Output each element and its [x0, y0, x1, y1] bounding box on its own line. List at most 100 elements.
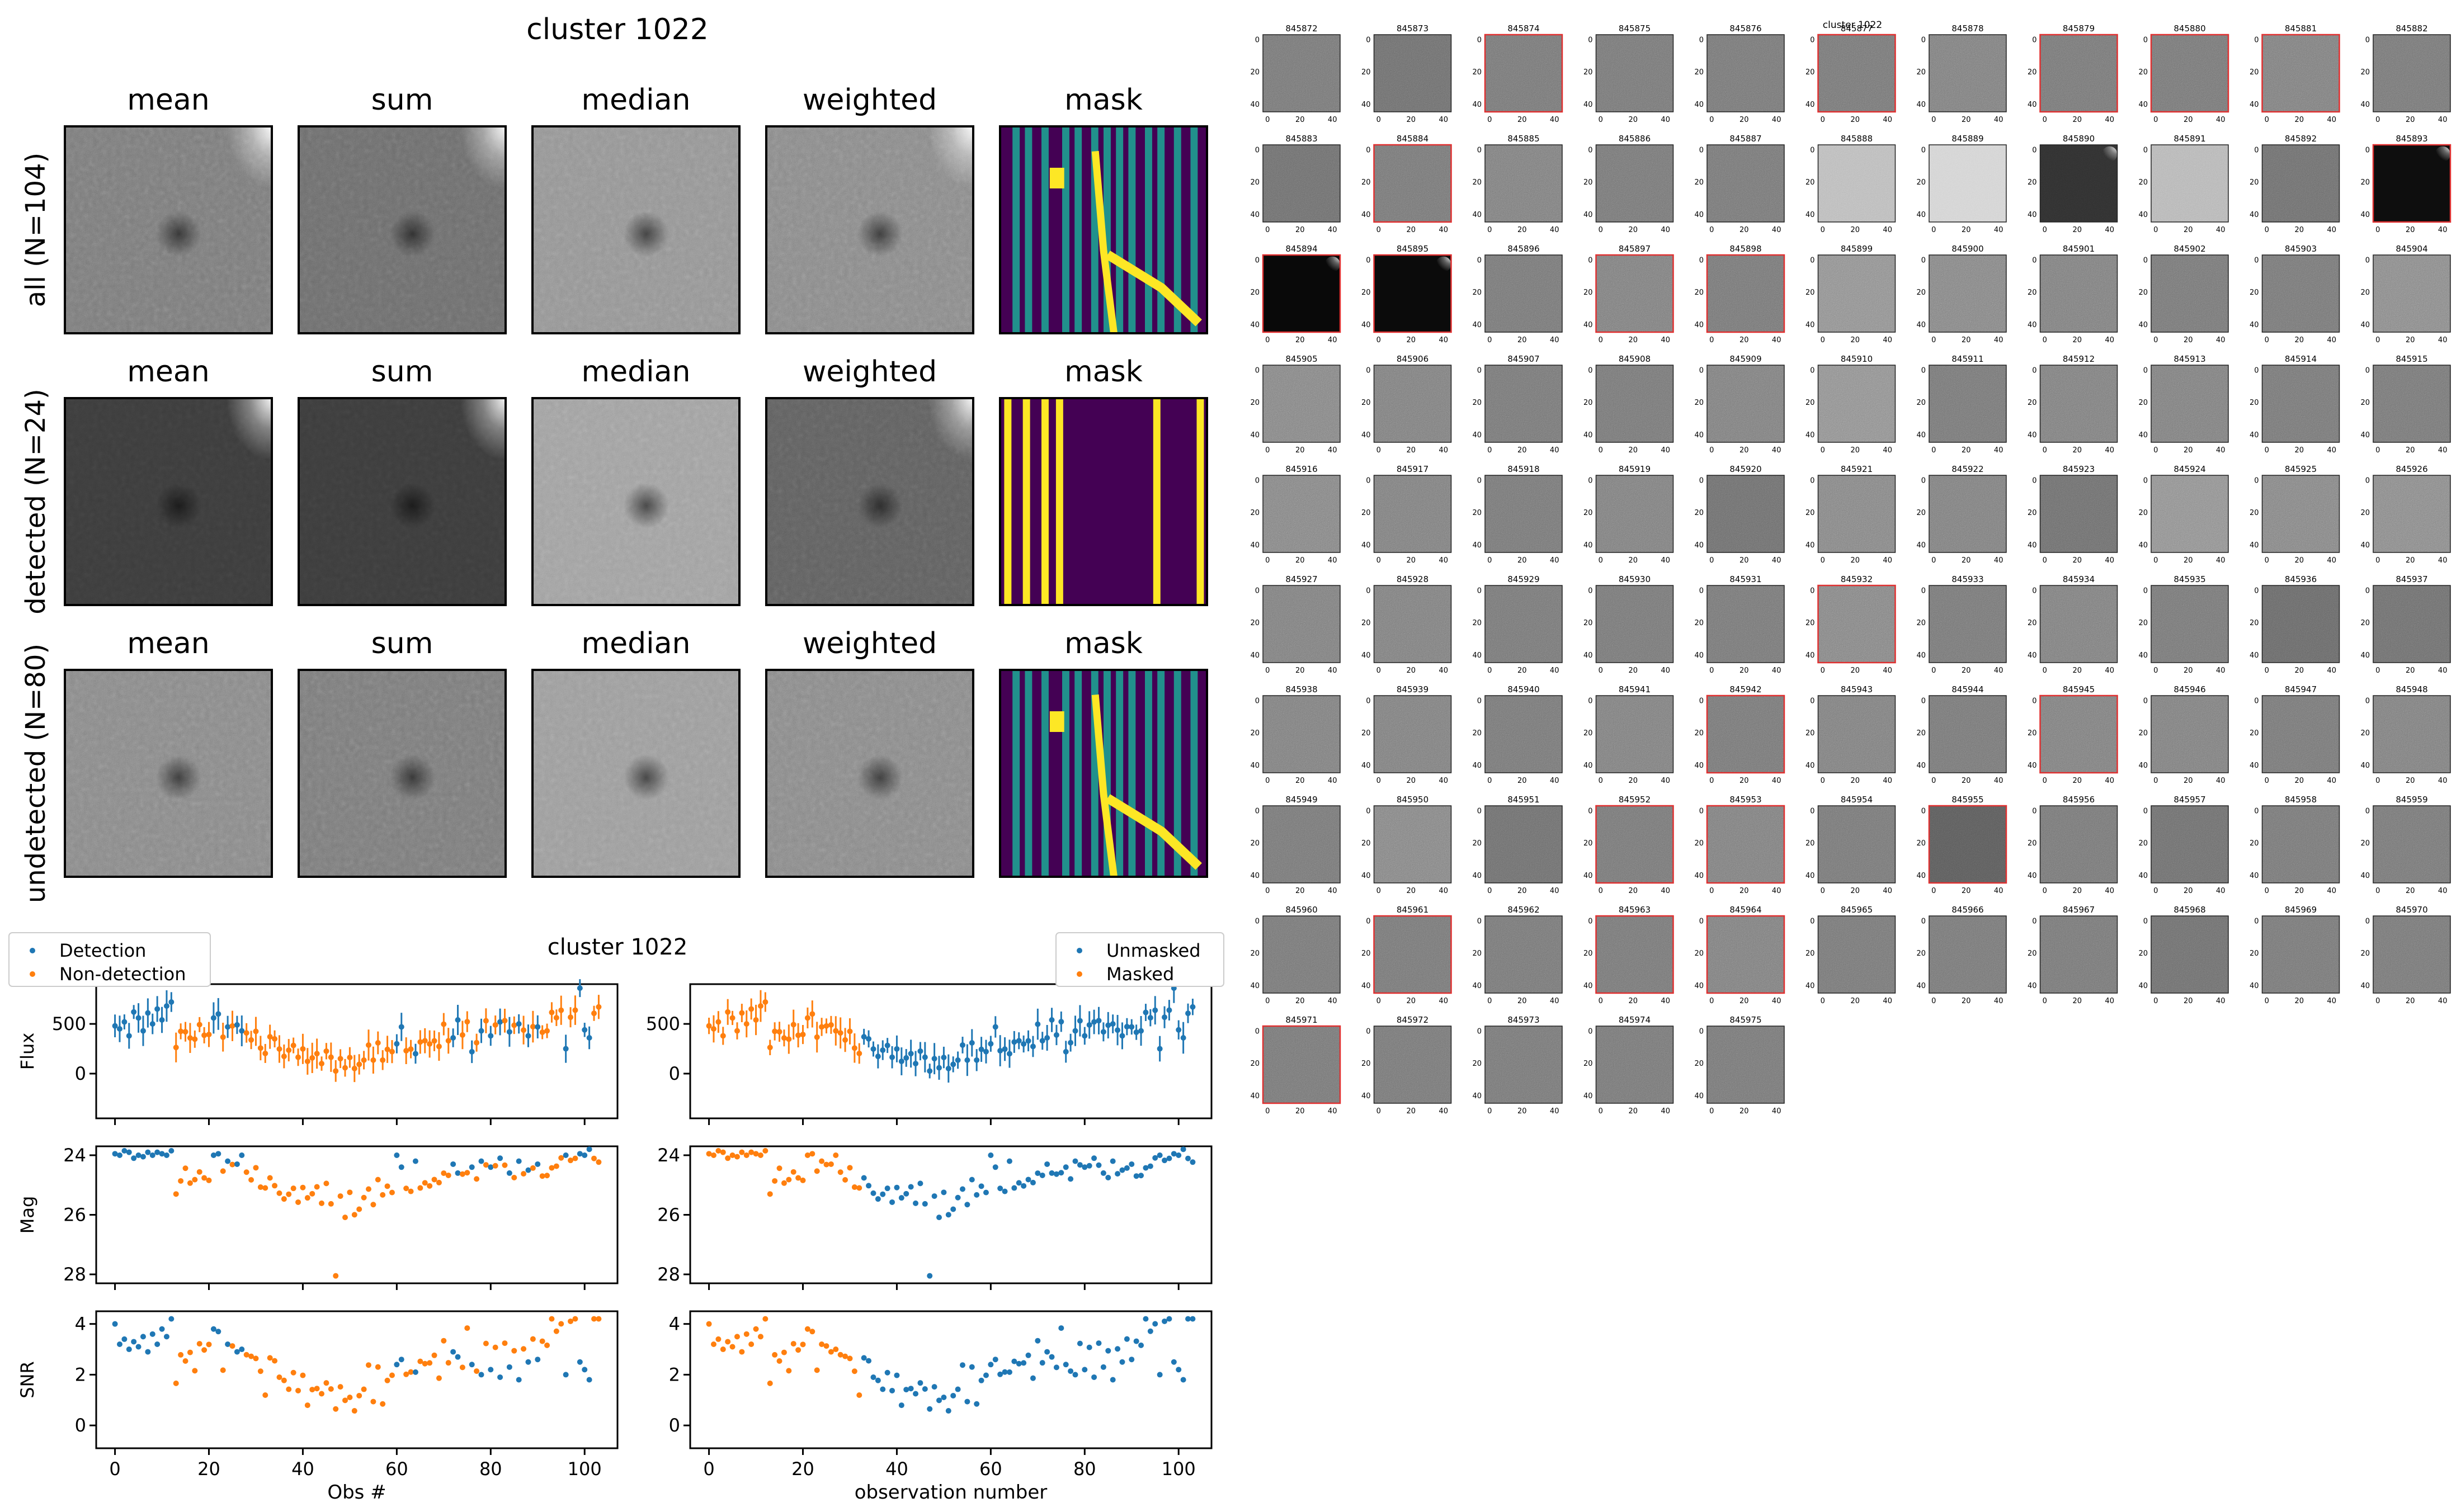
- data-point: [1166, 1007, 1172, 1013]
- panel-title: weighted: [803, 83, 937, 117]
- cutout-y-tick: 20: [1805, 949, 1815, 958]
- data-point: [1016, 1360, 1022, 1367]
- data-point: [178, 1028, 184, 1034]
- data-point: [800, 1032, 806, 1038]
- cutout-id: 845961: [1397, 905, 1428, 915]
- data-point: [884, 1042, 890, 1048]
- cutout-y-tick: 40: [1361, 651, 1371, 660]
- data-point: [422, 1180, 428, 1186]
- data-point: [959, 1042, 965, 1048]
- cutout-x-tick: 40: [2216, 336, 2226, 344]
- cutout-y-tick: 40: [2360, 651, 2370, 660]
- data-point: [380, 1401, 386, 1407]
- cutout-x-tick: 0: [1599, 116, 1603, 124]
- data-point: [131, 1155, 137, 1161]
- cutout-y-tick: 0: [1810, 587, 1814, 595]
- cutout-y-tick: 20: [2138, 509, 2148, 517]
- stack-panel: [531, 397, 741, 606]
- cutout-y-tick: 0: [2365, 366, 2370, 375]
- data-point: [988, 1152, 994, 1158]
- data-point: [347, 1055, 353, 1061]
- data-point: [173, 1045, 179, 1051]
- data-point: [568, 1318, 574, 1324]
- data-point: [1025, 1352, 1031, 1358]
- cutout-y-tick: 40: [2360, 101, 2370, 109]
- cutout-x-tick: 20: [1962, 887, 1971, 895]
- panel-title: mean: [127, 83, 209, 117]
- cutout-id: 845924: [2174, 464, 2205, 474]
- data-point: [819, 1341, 825, 1347]
- cutout-y-tick: 20: [2138, 399, 2148, 407]
- data-point: [847, 1028, 853, 1034]
- data-point: [192, 1368, 198, 1374]
- cutout-x-tick: 20: [1295, 336, 1305, 344]
- data-point: [757, 1334, 763, 1340]
- data-point: [851, 1368, 857, 1374]
- cutout-y-tick: 40: [1694, 1092, 1704, 1100]
- cutout-id: 845875: [1619, 23, 1651, 34]
- cutout-y-tick: 20: [1472, 289, 1482, 297]
- cutout-y-tick: 0: [2254, 256, 2259, 264]
- data-point: [210, 1152, 216, 1158]
- cutout-x-tick: 40: [1550, 446, 1559, 455]
- cutout-x-tick: 40: [1772, 997, 1781, 1005]
- data-point: [1096, 1162, 1102, 1168]
- data-point: [398, 1164, 404, 1170]
- data-point: [521, 1027, 527, 1033]
- cutout-y-tick: 40: [2028, 982, 2037, 990]
- data-point: [856, 1392, 862, 1398]
- data-point: [206, 1177, 212, 1183]
- cutout-x-tick: 40: [1439, 997, 1448, 1005]
- cutout-y-tick: 20: [1694, 839, 1704, 848]
- cutout-y-tick: 40: [2028, 321, 2037, 329]
- cutout-x-tick: 20: [2072, 336, 2082, 344]
- cutout-y-tick: 20: [1694, 1060, 1704, 1068]
- data-point: [375, 1176, 381, 1183]
- data-point: [210, 1326, 216, 1332]
- cutout-x-tick: 40: [1550, 556, 1559, 565]
- cutout-y-tick: 40: [1250, 541, 1260, 550]
- data-point: [1143, 1316, 1149, 1322]
- cutout-y-tick: 20: [1805, 839, 1815, 848]
- cutout-y-tick: 0: [1699, 917, 1704, 925]
- cutout-y-tick: 40: [1805, 872, 1815, 880]
- cutout-x-tick: 0: [1931, 116, 1936, 124]
- cutout-x-tick: 0: [2265, 777, 2269, 785]
- cutout-y-tick: 0: [1588, 256, 1592, 264]
- cutout-x-tick: 0: [1709, 667, 1714, 675]
- cutout-y-tick: 40: [2028, 101, 2037, 109]
- cutout-x-tick: 0: [1931, 226, 1936, 234]
- cutout-y-tick: 0: [1810, 256, 1814, 264]
- data-point: [725, 1009, 731, 1015]
- cutout-id: 845945: [2063, 684, 2095, 694]
- cutout-x-tick: 0: [2375, 336, 2380, 344]
- cutout-y-tick: 40: [1472, 651, 1482, 660]
- cutout-x-tick: 0: [1265, 336, 1270, 344]
- cutout-y-tick: 40: [1805, 982, 1815, 990]
- cutout-id: 845967: [2063, 905, 2095, 915]
- data-point: [262, 1185, 268, 1191]
- cutout-id: 845954: [1841, 795, 1873, 805]
- data-point: [389, 1372, 395, 1378]
- data-point: [1171, 1151, 1177, 1157]
- cutout-y-tick: 40: [2250, 762, 2259, 770]
- data-point: [983, 1189, 989, 1196]
- cutout-y-tick: 20: [2250, 289, 2259, 297]
- data-point: [1138, 1342, 1144, 1348]
- data-point: [544, 1342, 550, 1348]
- cutout-y-tick: 20: [2138, 729, 2148, 738]
- data-point: [323, 1180, 329, 1187]
- data-point: [356, 1206, 362, 1212]
- data-point: [739, 1010, 745, 1016]
- x-tick-label: 20: [197, 1458, 220, 1480]
- cutout-y-tick: 40: [1472, 431, 1482, 440]
- cutout-y-tick: 20: [1250, 399, 1260, 407]
